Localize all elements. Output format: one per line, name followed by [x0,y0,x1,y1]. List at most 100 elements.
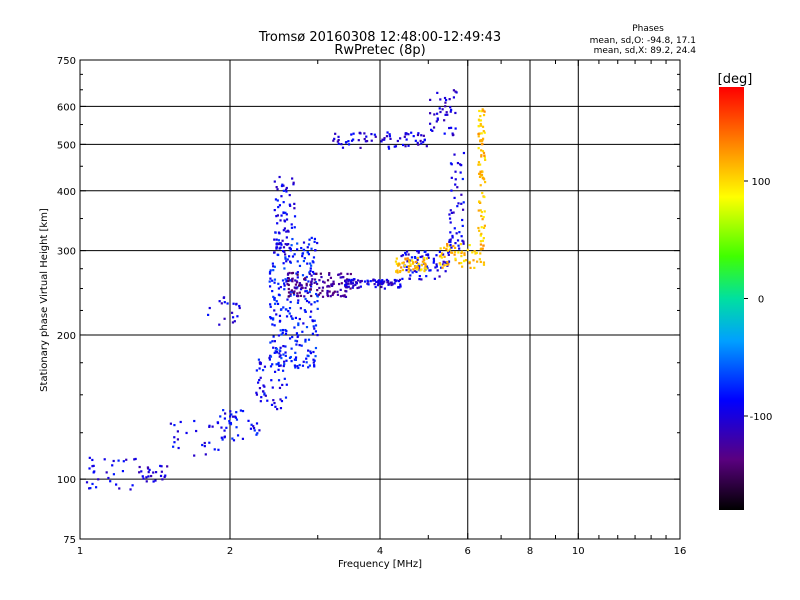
data-point [91,458,94,462]
data-point [446,245,449,248]
data-point [449,240,452,243]
data-point [443,96,447,100]
data-point [312,325,315,328]
data-point [330,283,333,286]
data-point [296,276,299,279]
data-point [294,283,298,286]
data-point [231,316,235,319]
data-point [298,317,301,321]
data-point [275,300,278,303]
data-point [276,214,280,217]
data-point [271,279,274,282]
data-point [350,281,353,284]
data-point [407,253,410,256]
data-point [479,122,482,126]
data-point [422,134,425,137]
data-point [250,423,253,426]
data-point [372,278,375,281]
data-point [173,441,176,444]
data-point [431,129,434,133]
data-point [310,264,313,267]
data-point [449,238,452,241]
data-point [336,290,339,293]
data-point [436,118,439,121]
data-point [374,285,377,289]
data-point [481,137,485,140]
data-point [351,282,355,285]
data-point [478,229,481,232]
data-point [444,105,447,108]
data-point [417,262,420,266]
data-point [277,242,281,246]
data-point [347,280,350,283]
data-point [304,278,307,281]
data-point [270,403,274,406]
data-point [263,385,266,388]
data-point [425,145,428,148]
data-point [386,279,390,283]
data-point [281,279,285,282]
data-point [293,293,296,296]
data-point [469,266,472,269]
data-point [160,470,163,473]
data-point [416,141,419,144]
data-point [480,110,483,113]
data-point [482,226,486,229]
data-point [310,236,313,239]
data-point [272,317,275,320]
data-point [176,430,179,433]
data-point [294,351,297,354]
data-point [454,111,457,115]
data-point [343,294,346,297]
data-point [134,457,137,461]
data-point [432,257,435,260]
x-tick-label: 6 [465,546,471,557]
data-point [255,369,258,372]
data-point [312,358,315,361]
data-point [399,283,402,286]
data-point [337,138,340,142]
data-point [449,209,452,212]
data-point [303,309,306,312]
data-point [269,269,272,272]
data-point [278,204,282,207]
data-point [302,248,305,251]
data-point [305,284,308,287]
data-point [310,274,313,277]
data-point [386,281,389,284]
data-point [454,183,457,186]
data-point [275,363,278,366]
data-point [313,301,316,304]
data-point [284,256,287,259]
data-point [312,256,316,259]
data-point [483,131,486,134]
data-point [298,363,301,367]
data-point [450,211,454,215]
data-point [279,285,282,289]
data-point [109,480,112,483]
data-point [223,317,226,320]
data-point [440,256,443,259]
data-point [396,139,399,143]
data-point [339,276,342,279]
data-point [304,297,307,301]
data-point [452,133,455,136]
data-point [290,360,293,363]
data-point [443,246,446,249]
data-point [273,281,276,284]
data-point [448,240,451,244]
data-point [454,259,457,262]
data-point [409,264,412,267]
data-point [297,284,301,287]
data-point [481,239,485,242]
data-point [271,386,274,389]
data-point [444,113,447,116]
data-point [435,120,438,123]
data-point [446,260,449,264]
data-point [450,176,453,179]
data-point [304,310,307,313]
data-point [112,459,115,463]
data-point [313,281,316,284]
data-point [332,282,335,285]
data-point [129,488,132,491]
